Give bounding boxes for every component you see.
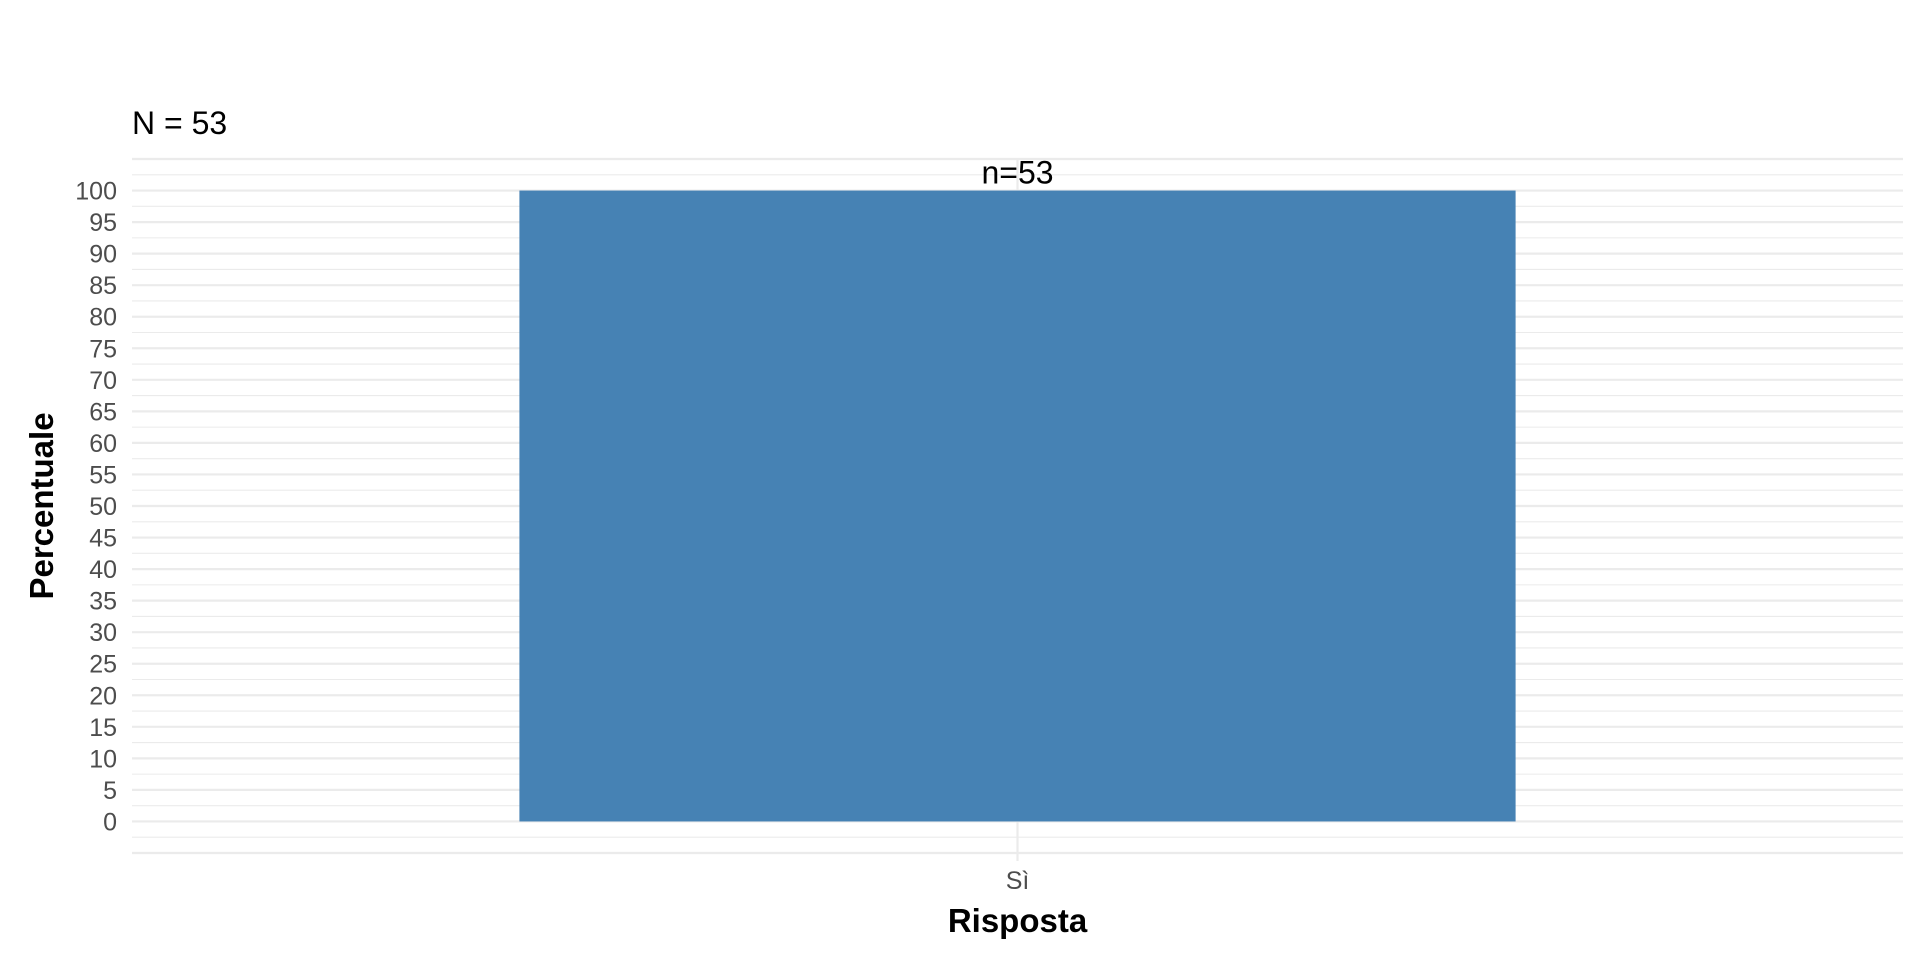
bars [519, 190, 1516, 822]
x-tick-label: Sì [1006, 867, 1030, 895]
y-tick-label: 0 [103, 808, 117, 836]
y-tick-label: 40 [89, 556, 117, 584]
y-tick-label: 70 [89, 367, 117, 395]
y-tick-label: 45 [89, 525, 117, 553]
y-tick-label: 30 [89, 619, 117, 647]
y-tick-label: 90 [89, 241, 117, 269]
y-tick-label: 65 [89, 398, 117, 426]
y-tick-label: 50 [89, 493, 117, 521]
y-tick-label: 15 [89, 714, 117, 742]
x-axis-ticks: Sì [1006, 853, 1030, 895]
y-tick-label: 55 [89, 461, 117, 489]
y-tick-label: 10 [89, 745, 117, 773]
y-tick-label: 35 [89, 588, 117, 616]
y-tick-label: 85 [89, 272, 117, 300]
y-tick-label: 75 [89, 335, 117, 363]
chart-subtitle: N = 53 [132, 105, 227, 141]
data-labels: n=53 [981, 155, 1053, 191]
y-tick-label: 5 [103, 777, 117, 805]
y-tick-label: 100 [75, 178, 117, 206]
y-tick-label: 20 [89, 682, 117, 710]
bar [519, 190, 1516, 822]
y-axis-ticks: 0 5 10 15 20 25 30 35 40 45 50 55 60 65 70 75 80 85 90 95 10… [75, 178, 117, 837]
y-tick-label: 80 [89, 304, 117, 332]
y-tick-label: 95 [89, 209, 117, 237]
y-axis-title: Percentuale [23, 412, 60, 599]
y-tick-label: 60 [89, 430, 117, 458]
x-axis-title: Risposta [948, 902, 1088, 939]
bar-data-label: n=53 [981, 155, 1053, 191]
y-tick-label: 25 [89, 651, 117, 679]
